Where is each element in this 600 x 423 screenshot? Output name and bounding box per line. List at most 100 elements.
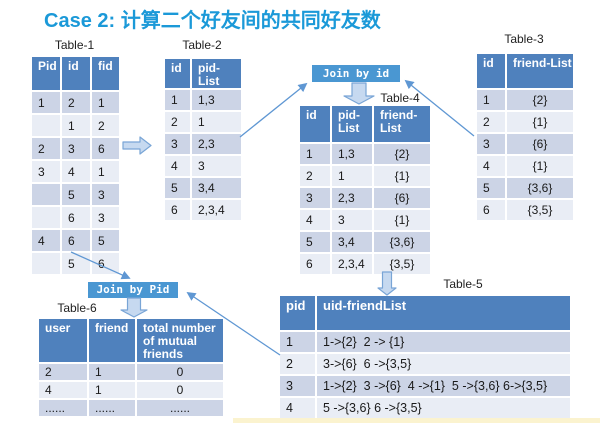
- table-row: 1 {2}: [477, 90, 573, 110]
- join-by-id-box: Join by id: [312, 65, 400, 82]
- table-cell: 1,3: [192, 90, 241, 111]
- table-cell: {2}: [507, 90, 573, 110]
- table-cell: 2: [92, 115, 119, 136]
- table-cell: 2: [280, 354, 315, 374]
- table-cell: 3: [165, 134, 190, 155]
- column-header: total number of mutual friends: [137, 319, 223, 362]
- table-cell: 3: [92, 207, 119, 228]
- table-cell: 4: [39, 381, 87, 398]
- column-header: pid: [280, 296, 315, 330]
- table-cell: 1->{2} 2 -> {1}: [317, 332, 570, 352]
- table-cell: 3,4: [192, 178, 241, 199]
- table-cell: 6: [62, 230, 90, 251]
- header-row: id friend-List: [477, 54, 573, 88]
- table-cell: 6: [92, 138, 119, 159]
- table-cell: 6: [165, 200, 190, 221]
- table4: id pid-List friend-List 1 1,3 {2} 2 1 {1} 3 2,3 {6}…: [298, 104, 432, 276]
- table-cell: 2: [62, 92, 90, 113]
- table-cell: {3,6}: [507, 178, 573, 198]
- table-cell: 2: [32, 138, 60, 159]
- table-row: 1 1,3: [165, 90, 241, 111]
- table-cell: 1: [89, 381, 135, 398]
- arrow-join-pid-to-table6: [120, 297, 148, 318]
- column-header: friend-List: [374, 106, 430, 142]
- table-cell: ......: [89, 399, 135, 416]
- table6-label: Table-6: [57, 301, 97, 315]
- table-cell: 3: [477, 134, 505, 154]
- table-cell: {3,5}: [507, 200, 573, 220]
- table-cell: 2,3: [192, 134, 241, 155]
- table-cell: {6}: [374, 188, 430, 208]
- column-header: id: [477, 54, 505, 88]
- table-cell: 6: [62, 207, 90, 228]
- table5: pid uid-friendList 1 1->{2} 2 -> {1} 2 3->{6}…: [278, 294, 572, 420]
- table-cell: 3: [62, 138, 90, 159]
- table-cell: 5: [165, 178, 190, 199]
- table-cell: {1}: [374, 166, 430, 186]
- header-row: Pid id fid: [32, 57, 119, 90]
- column-header: uid-friendList: [317, 296, 570, 330]
- table-row: 3 {6}: [477, 134, 573, 154]
- table-cell: 0: [137, 381, 223, 398]
- column-header: id: [300, 106, 330, 142]
- table-cell: 1: [477, 90, 505, 110]
- column-header: user: [39, 319, 87, 362]
- column-header: id: [62, 57, 90, 90]
- table-cell: 6: [477, 200, 505, 220]
- header-row: user friend total number of mutual friends: [39, 319, 223, 362]
- table-row: 3 2,3 {6}: [300, 188, 430, 208]
- column-header: friend-List: [507, 54, 573, 88]
- table-cell: 4: [165, 156, 190, 177]
- table-cell: [32, 207, 60, 228]
- table-cell: {2}: [374, 144, 430, 164]
- table-row: 6 {3,5}: [477, 200, 573, 220]
- table4-label: Table-4: [380, 91, 420, 105]
- table-cell: 4: [62, 161, 90, 182]
- table-cell: 1: [32, 92, 60, 113]
- table-cell: 1: [280, 332, 315, 352]
- table3-label: Table-3: [504, 32, 544, 46]
- table-row: 2 3->{6} 6 ->{3,5}: [280, 354, 570, 374]
- table-cell: 0: [137, 363, 223, 380]
- table-row: 1 1,3 {2}: [300, 144, 430, 164]
- header-row: pid uid-friendList: [280, 296, 570, 330]
- table5-label: Table-5: [443, 277, 483, 291]
- table-cell: 1: [332, 166, 372, 186]
- table-row: 4 3 {1}: [300, 210, 430, 230]
- table-cell: 2: [477, 112, 505, 132]
- table1-label: Table-1: [54, 38, 95, 52]
- table-cell: 3: [300, 188, 330, 208]
- table-cell: ......: [39, 399, 87, 416]
- table-cell: 6: [300, 254, 330, 274]
- table-cell: 1,3: [332, 144, 372, 164]
- table-cell: 2,3,4: [192, 200, 241, 221]
- table-cell: {3,6}: [374, 232, 430, 252]
- column-header: friend: [89, 319, 135, 362]
- table-row: 2 {1}: [477, 112, 573, 132]
- column-header: pid-List: [332, 106, 372, 142]
- table-cell: 1: [92, 92, 119, 113]
- table-cell: 5: [300, 232, 330, 252]
- table-cell: 3: [280, 376, 315, 396]
- table-row: 5 3,4 {3,6}: [300, 232, 430, 252]
- table-cell: {1}: [507, 112, 573, 132]
- column-header: id: [165, 59, 190, 89]
- table-row: 1 1->{2} 2 -> {1}: [280, 332, 570, 352]
- table-row: 6 2,3,4 {3,5}: [300, 254, 430, 274]
- table-cell: 3: [192, 156, 241, 177]
- table-cell: {1}: [507, 156, 573, 176]
- table-cell: 4: [477, 156, 505, 176]
- header-row: id pid-List: [165, 59, 241, 89]
- table-cell: 1: [192, 112, 241, 133]
- table3: id friend-List 1 {2} 2 {1} 3 {6} 4 {1} 5 {3,6} 6 {3,5…: [475, 52, 575, 222]
- table1: Pid id fid 1 2 1 1 2 2 3 6 3 4 1 5 3 6 3 4 6 5 5 6: [30, 55, 121, 276]
- table-row: 5 3,4: [165, 178, 241, 199]
